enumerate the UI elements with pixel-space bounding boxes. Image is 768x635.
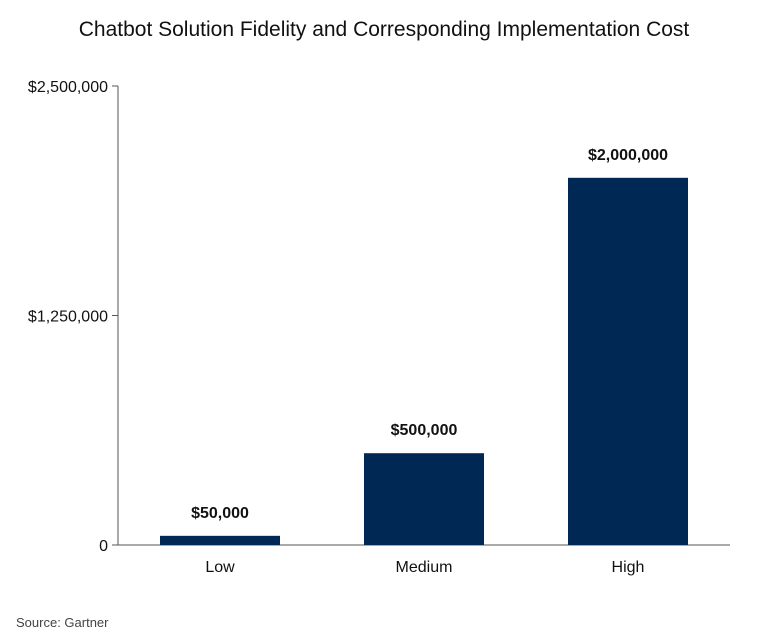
source-note: Source: Gartner [16,615,109,630]
x-tick-label: High [612,559,645,576]
bar-high [568,177,688,546]
bars [160,177,688,546]
x-tick-label: Low [205,559,235,576]
bar-chart: Chatbot Solution Fidelity and Correspond… [28,18,730,576]
bar-low [160,535,280,545]
y-tick-label: 0 [99,538,108,555]
chart-title: Chatbot Solution Fidelity and Correspond… [79,18,690,41]
bar-medium [364,453,484,545]
y-tick-label: $1,250,000 [28,309,108,326]
y-tick-label: $2,500,000 [28,79,108,96]
x-tick-label: Medium [396,559,453,576]
data-label: $50,000 [191,505,249,522]
labels: $50,000 Low $500,000 Medium $2,000,000 High [191,147,668,576]
data-label: $2,000,000 [588,147,668,164]
data-label: $500,000 [391,422,458,439]
